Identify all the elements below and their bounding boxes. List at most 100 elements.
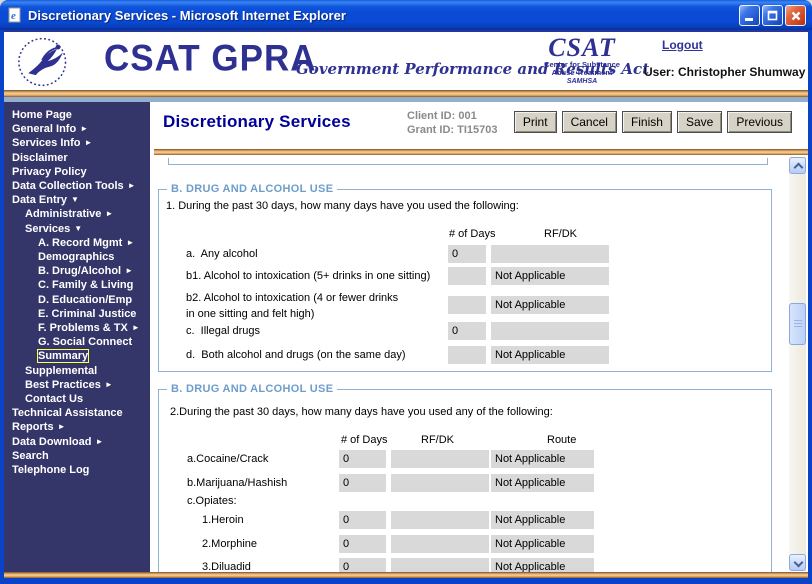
sidebar-item-social-connect[interactable]: G. Social Connect bbox=[38, 336, 133, 349]
minimize-button[interactable] bbox=[739, 5, 760, 26]
ie-page-icon: e bbox=[7, 7, 23, 23]
window-titlebar[interactable]: e Discretionary Services - Microsoft Int… bbox=[0, 0, 812, 30]
section-legend: B. DRUG AND ALCOHOL USE bbox=[167, 383, 338, 395]
rfdk-field[interactable] bbox=[391, 535, 489, 553]
scroll-down-button[interactable] bbox=[789, 554, 806, 571]
logout-link[interactable]: Logout bbox=[662, 38, 703, 52]
days-field[interactable] bbox=[448, 346, 486, 364]
days-field[interactable]: 0 bbox=[448, 322, 486, 340]
days-field[interactable] bbox=[448, 296, 486, 314]
vertical-scrollbar[interactable] bbox=[789, 157, 806, 571]
sidebar-item-home-page[interactable]: Home Page bbox=[12, 109, 72, 121]
finish-button[interactable]: Finish bbox=[621, 111, 672, 133]
question-1-text: 1. During the past 30 days, how many day… bbox=[166, 200, 519, 212]
sidebar-item-search[interactable]: Search bbox=[12, 449, 49, 462]
rfdk-field[interactable] bbox=[491, 322, 609, 340]
rfdk-field[interactable] bbox=[391, 450, 489, 468]
maximize-button[interactable] bbox=[762, 5, 783, 26]
row-intoxication-4orless: b2. Alcohol to intoxication (4 or fewer … bbox=[159, 292, 771, 322]
days-field[interactable]: 0 bbox=[448, 245, 486, 263]
sidebar-item-reports[interactable]: Reports ► bbox=[12, 421, 66, 434]
scroll-down-icon bbox=[793, 557, 804, 568]
scrollbar-grip-icon bbox=[794, 320, 802, 329]
days-field[interactable]: 0 bbox=[339, 450, 386, 468]
days-field[interactable]: 0 bbox=[339, 474, 386, 492]
days-field[interactable]: 0 bbox=[339, 535, 386, 553]
cancel-button[interactable]: Cancel bbox=[561, 111, 617, 133]
rfdk-field[interactable]: Not Applicable bbox=[491, 346, 609, 364]
sidebar-item-data-download[interactable]: Data Download ► bbox=[12, 435, 104, 448]
sidebar-item-record-mgmt[interactable]: A. Record Mgmt ► bbox=[38, 236, 135, 249]
rfdk-field[interactable]: Not Applicable bbox=[491, 267, 609, 285]
submenu-arrow-icon: ► bbox=[105, 209, 114, 219]
action-buttons: Print Cancel Finish Save Previous bbox=[513, 111, 792, 133]
row-heroin: 1.Heroin 0 Not Applicable bbox=[159, 511, 771, 529]
route-field[interactable]: Not Applicable bbox=[491, 474, 594, 492]
rfdk-field[interactable] bbox=[391, 558, 489, 574]
previous-button[interactable]: Previous bbox=[727, 111, 792, 133]
rfdk-field[interactable] bbox=[391, 511, 489, 529]
maximize-icon bbox=[767, 10, 778, 21]
sidebar-item-services-info[interactable]: Services Info ► bbox=[12, 137, 93, 150]
client-grant-ids: Client ID: 001 Grant ID: TI15703 bbox=[407, 109, 497, 137]
sidebar-item-best-practices[interactable]: Best Practices ► bbox=[25, 378, 113, 391]
submenu-arrow-icon: ► bbox=[84, 138, 93, 148]
window-footer-bar bbox=[4, 572, 808, 578]
grant-id: Grant ID: TI15703 bbox=[407, 124, 498, 136]
sidebar-item-demographics[interactable]: Demographics bbox=[38, 251, 115, 264]
sidebar-item-data-entry[interactable]: Data Entry ▼ bbox=[12, 194, 79, 207]
logged-in-user: User: Christopher Shumway bbox=[644, 65, 806, 79]
rfdk-field[interactable] bbox=[391, 474, 489, 492]
col-header-days: # of Days bbox=[341, 434, 388, 446]
page-title: Discretionary Services bbox=[163, 112, 351, 131]
expanded-arrow-icon: ▼ bbox=[71, 195, 79, 205]
sidebar-item-supplemental[interactable]: Supplemental bbox=[25, 364, 98, 377]
scroll-up-icon bbox=[793, 162, 804, 173]
save-button[interactable]: Save bbox=[676, 111, 723, 133]
row-morphine: 2.Morphine 0 Not Applicable bbox=[159, 535, 771, 553]
row-cocaine-crack: a.Cocaine/Crack 0 Not Applicable bbox=[159, 450, 771, 468]
days-field[interactable] bbox=[448, 267, 486, 285]
route-field[interactable]: Not Applicable bbox=[491, 558, 594, 574]
sidebar-item-technical-assistance[interactable]: Technical Assistance bbox=[12, 407, 123, 420]
client-id: Client ID: 001 bbox=[407, 110, 477, 122]
sidebar-item-problems-tx[interactable]: F. Problems & TX ► bbox=[38, 322, 140, 335]
days-field[interactable]: 0 bbox=[339, 558, 386, 574]
window-content: CSAT GPRA Government Performance and Res… bbox=[4, 30, 808, 574]
sidebar-item-administrative[interactable]: Administrative ► bbox=[25, 208, 114, 221]
row-both-alcohol-drugs: d. Both alcohol and drugs (on the same d… bbox=[159, 346, 771, 364]
scrollbar-thumb[interactable] bbox=[789, 303, 806, 345]
sidebar-item-data-collection-tools[interactable]: Data Collection Tools ► bbox=[12, 180, 136, 193]
header-divider-blue bbox=[4, 97, 808, 102]
row-illegal-drugs: c. Illegal drugs 0 bbox=[159, 322, 771, 340]
route-field[interactable]: Not Applicable bbox=[491, 535, 594, 553]
close-button[interactable] bbox=[785, 5, 806, 26]
sidebar-item-privacy-policy[interactable]: Privacy Policy bbox=[12, 165, 87, 178]
sidebar-item-education-emp[interactable]: D. Education/Emp bbox=[38, 293, 133, 306]
scroll-up-button[interactable] bbox=[789, 157, 806, 174]
sidebar-item-drug-alcohol[interactable]: B. Drug/Alcohol ► bbox=[38, 265, 134, 278]
sidebar-item-family-living[interactable]: C. Family & Living bbox=[38, 279, 134, 292]
route-field[interactable]: Not Applicable bbox=[491, 511, 594, 529]
form-scroll-area: B. DRUG AND ALCOHOL USE 1. During the pa… bbox=[150, 155, 808, 574]
sidebar-item-telephone-log[interactable]: Telephone Log bbox=[12, 464, 90, 477]
sidebar-item-general-info[interactable]: General Info ► bbox=[12, 123, 89, 136]
submenu-arrow-icon: ► bbox=[104, 379, 113, 389]
sidebar-item-criminal-justice[interactable]: E. Criminal Justice bbox=[38, 307, 137, 320]
col-header-route: Route bbox=[547, 434, 577, 446]
csat-seal-name: CSAT bbox=[548, 33, 616, 62]
sidebar-item-contact-us[interactable]: Contact Us bbox=[25, 393, 84, 406]
rfdk-field[interactable]: Not Applicable bbox=[491, 296, 609, 314]
rfdk-field[interactable] bbox=[491, 245, 609, 263]
sidebar-item-summary[interactable]: Summary bbox=[36, 349, 90, 364]
submenu-arrow-icon: ► bbox=[80, 124, 89, 134]
print-button[interactable]: Print bbox=[513, 111, 557, 133]
row-marijuana-hashish: b.Marijuana/Hashish 0 Not Applicable bbox=[159, 474, 771, 492]
col-header-rfdk: RF/DK bbox=[421, 434, 454, 446]
days-field[interactable]: 0 bbox=[339, 511, 386, 529]
sidebar-item-services[interactable]: Services ▼ bbox=[25, 222, 83, 235]
submenu-arrow-icon: ► bbox=[127, 181, 136, 191]
sidebar-item-disclaimer[interactable]: Disclaimer bbox=[12, 151, 68, 164]
main-content: Discretionary Services Client ID: 001 Gr… bbox=[150, 102, 808, 574]
route-field[interactable]: Not Applicable bbox=[491, 450, 594, 468]
